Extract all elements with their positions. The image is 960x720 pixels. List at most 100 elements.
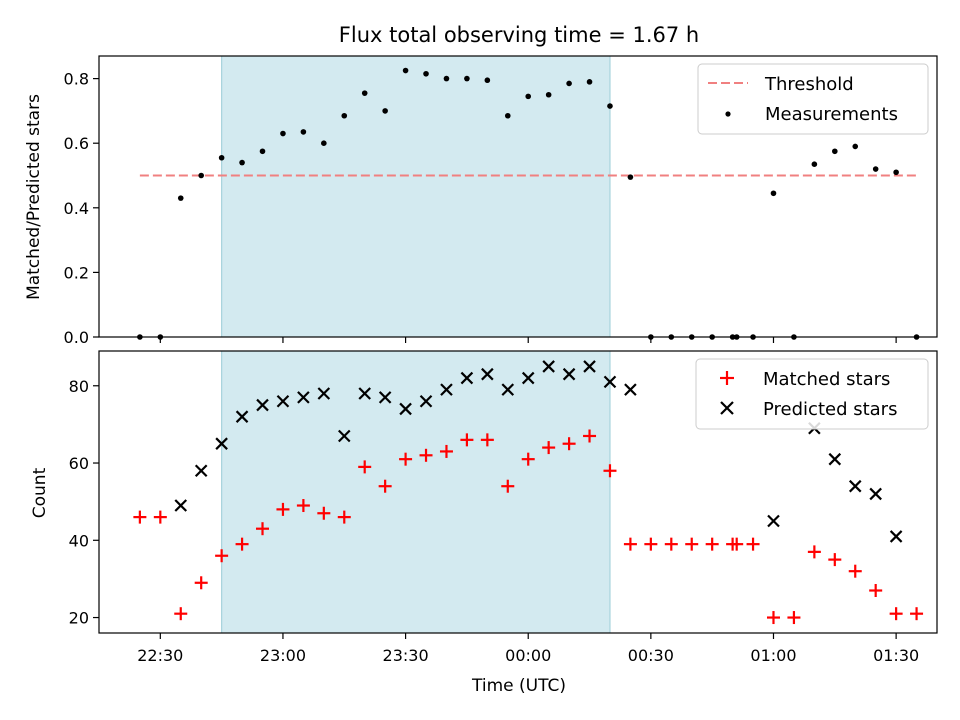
matched-star-point-32 [766,611,780,625]
top-legend-box [697,63,929,135]
matched-star-point-4 [215,549,229,563]
predicted-star-point-20 [583,360,596,373]
bottom-panel: Count Time (UTC) 20 40 60 80 22:30 23:00 23:3… [30,350,938,696]
measurement-point-6 [259,148,266,155]
predicted-star-point-21 [603,375,617,389]
count-points [133,360,924,625]
measurement-point-24 [627,174,634,180]
matched-star-point-34 [807,545,821,559]
matched-star-point-15 [439,444,453,458]
bottom-x-ticks: 22:30 23:00 23:30 00:00 00:30 01:00 01:30 [137,633,919,665]
matched-star-point-19 [521,452,535,466]
matched-star-point-22 [583,429,597,443]
predicted-star-point-16 [501,383,515,396]
matched-star-point-5 [235,537,249,551]
predicted-star-point-13 [440,383,453,396]
measurement-point-22 [586,79,593,85]
top-yticks-label-1: 0.2 [64,263,89,282]
top-yticks-label-0: 0.0 [64,328,89,347]
measurement-point-3 [198,172,204,179]
top-y-ticks: 0.0 0.2 0.4 0.6 0.8 [64,70,99,347]
legend-matched-label: Matched stars [763,369,890,390]
matched-star-point-10 [337,510,351,524]
matched-star-point-8 [296,499,310,513]
measurement-point-8 [300,129,307,135]
predicted-star-point-27 [869,487,882,501]
legend-measurements-marker [725,111,731,117]
bottom-yticks-label-0: 20 [69,609,89,628]
matched-star-point-16 [460,433,474,447]
bottom-legend-box [695,358,929,430]
matched-star-point-7 [276,502,290,516]
matched-star-point-13 [399,452,413,466]
measurement-point-10 [341,112,348,119]
matched-star-point-35 [828,553,842,567]
measurement-point-14 [423,70,429,77]
bottom-y-ticks: 20 40 60 80 [69,377,99,628]
measurement-point-11 [361,90,368,96]
matched-star-point-26 [664,537,678,551]
matched-star-point-18 [501,479,515,493]
matched-star-point-24 [623,537,637,551]
predicted-star-point-10 [378,391,392,404]
legend-predicted-label: Predicted stars [763,399,897,420]
measurement-point-17 [484,77,491,84]
measurement-point-34 [811,161,818,168]
predicted-star-point-14 [460,371,474,385]
predicted-star-point-2 [215,437,228,450]
matched-star-point-37 [869,584,883,598]
predicted-star-point-19 [562,367,576,381]
matched-star-point-38 [889,607,903,621]
top-frame [98,55,938,338]
matched-star-point-3 [194,576,208,590]
predicted-star-point-28 [889,530,903,543]
measurement-point-2 [177,195,184,201]
predicted-star-point-4 [256,398,269,412]
matched-star-point-30 [730,537,744,551]
legend-predicted-marker [720,401,734,415]
xtick-label-4: 00:30 [628,646,674,665]
matched-star-point-39 [910,607,924,621]
measurement-point-19 [525,93,532,100]
predicted-star-point-3 [235,410,249,423]
measurement-point-23 [607,103,613,109]
predicted-star-point-11 [399,402,412,416]
matched-star-point-0 [133,510,147,524]
measurement-point-38 [893,169,899,176]
matched-star-point-6 [256,522,270,536]
matched-star-point-12 [378,479,392,493]
measurement-point-20 [545,91,552,98]
predicted-star-point-7 [317,387,331,400]
predicted-star-point-18 [542,360,555,373]
bottom-legend: Matched stars Predicted stars [695,358,929,430]
measurement-point-9 [321,140,327,147]
predicted-star-point-25 [828,452,842,466]
top-yticks-label-4: 0.8 [64,70,89,89]
matched-star-point-23 [603,464,617,478]
matched-star-point-14 [419,448,433,462]
bottom-yticks-label-3: 80 [69,377,89,396]
top-yticks-label-3: 0.6 [64,134,89,153]
measurement-point-37 [872,166,879,172]
predicted-star-point-15 [481,367,494,381]
measurement-point-21 [566,80,572,87]
measurement-point-18 [504,112,511,119]
legend-matched-marker [720,371,734,385]
bottom-yticks-label-2: 60 [69,454,89,473]
predicted-star-point-26 [848,479,862,493]
measurement-point-36 [852,143,859,150]
measurement-point-4 [218,154,225,161]
xtick-label-2: 23:30 [383,646,429,665]
matched-star-point-11 [358,460,372,474]
matched-star-point-28 [705,537,719,551]
predicted-star-point-12 [419,394,433,408]
measurement-point-13 [402,67,409,74]
predicted-star-point-1 [194,464,208,478]
top-x-ticks [159,337,897,343]
matched-star-point-27 [685,537,699,551]
matched-star-point-33 [787,611,801,625]
matched-star-point-20 [542,441,556,455]
xtick-label-5: 01:00 [750,646,796,665]
xtick-label-0: 22:30 [137,646,183,665]
